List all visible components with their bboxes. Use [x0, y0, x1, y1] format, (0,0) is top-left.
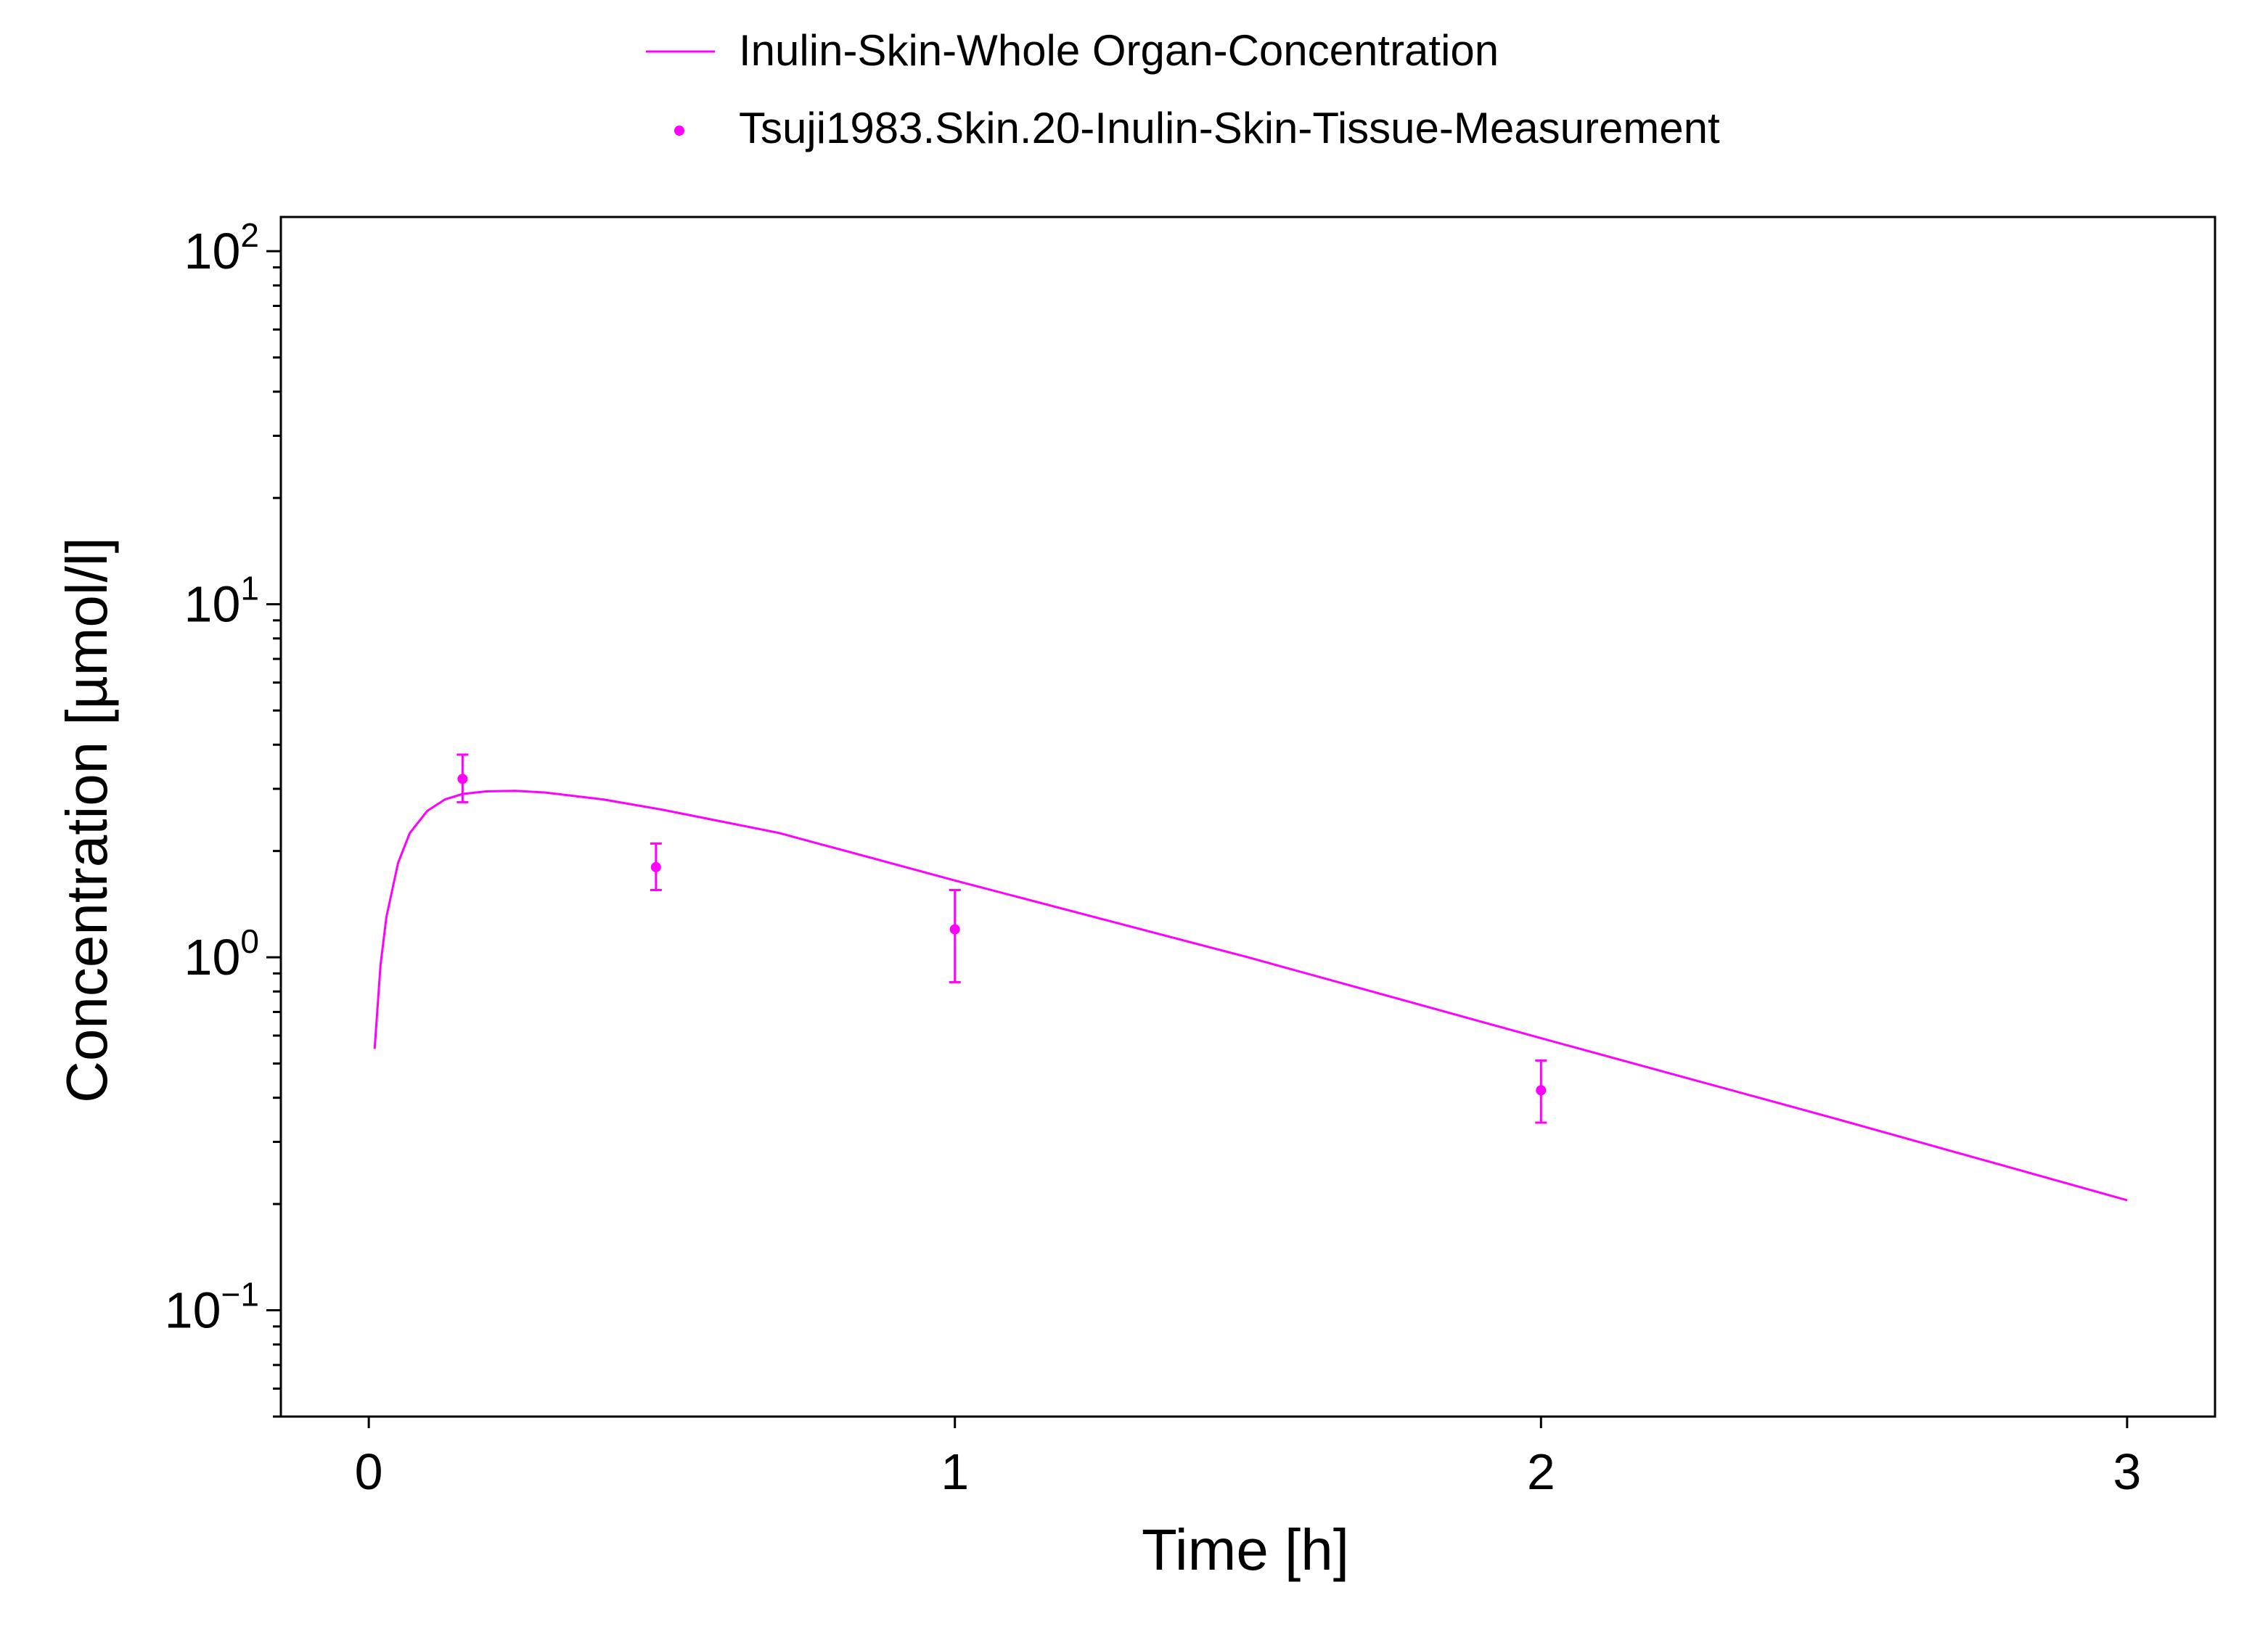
y-tick-base: 10 — [165, 1282, 221, 1339]
legend-label-observed: Tsuji1983.Skin.20-Inulin-Skin-Tissue-Mea… — [739, 104, 1720, 152]
y-tick-exponent: −1 — [221, 1276, 259, 1314]
y-tick-base: 10 — [184, 223, 241, 279]
y-tick-exponent: 1 — [240, 570, 259, 607]
data-point — [949, 924, 960, 935]
x-tick-label: 1 — [941, 1443, 969, 1500]
y-tick-label: 10−1 — [165, 1276, 259, 1339]
y-axis-title: Concentration [µmol/l] — [54, 537, 119, 1103]
plot-area — [279, 216, 2216, 1418]
series-layer — [373, 753, 2128, 1202]
legend-label-model: Inulin-Skin-Whole Organ-Concentration — [739, 26, 1499, 75]
y-tick-base: 10 — [184, 576, 241, 633]
data-point — [457, 774, 468, 784]
x-axis-title: Time [h] — [1142, 1517, 1349, 1582]
legend: Inulin-Skin-Whole Organ-Concentration Ts… — [646, 26, 1720, 152]
x-axis: 0 1 2 3 — [355, 1417, 2141, 1500]
y-tick-label: 101 — [184, 570, 259, 633]
x-tick-label: 0 — [355, 1443, 383, 1500]
y-tick-base: 10 — [184, 929, 241, 985]
y-tick-exponent: 2 — [240, 216, 259, 254]
y-tick-exponent: 0 — [240, 922, 259, 960]
y-tick-label: 102 — [184, 216, 259, 279]
x-tick-label: 2 — [1527, 1443, 1555, 1500]
data-point — [1536, 1085, 1547, 1096]
y-tick-label: 100 — [184, 922, 259, 985]
legend-marker-swatch — [674, 126, 684, 136]
series-line-simulation — [373, 790, 2128, 1202]
data-point — [650, 861, 661, 872]
x-tick-label: 3 — [2113, 1443, 2141, 1500]
